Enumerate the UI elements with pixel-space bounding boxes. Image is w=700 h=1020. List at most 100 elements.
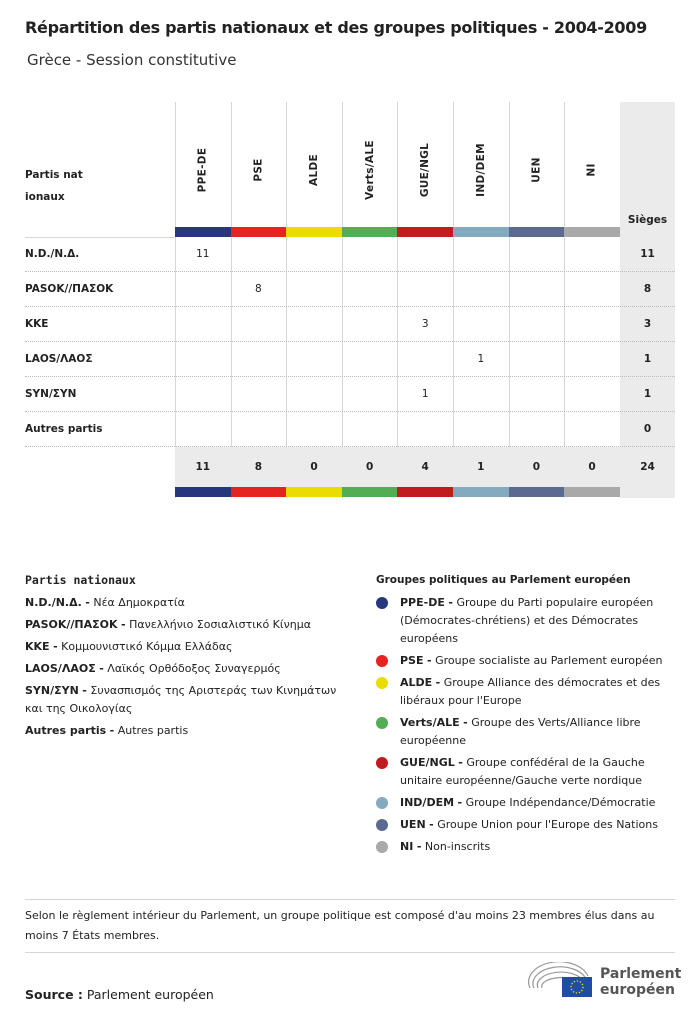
divider (25, 952, 675, 953)
group-header: PPE-DE (175, 102, 231, 237)
party-legend-item: PASOK//ΠΑΣΟΚ - Πανελλήνιο Σοσιαλιστικό Κ… (25, 618, 311, 631)
page-title: Répartition des partis nationaux et des … (25, 18, 647, 37)
total-cell-bg (230, 447, 287, 487)
group-color-bar (508, 487, 565, 497)
group-color-dot (376, 677, 388, 689)
party-name: Λαϊκός Ορθόδοξος Συναγερμός (107, 662, 281, 675)
group-abbr: IND/DEM (400, 796, 455, 809)
group-color-bar (397, 227, 453, 237)
party-label: SYN/ΣΥΝ (25, 388, 77, 400)
group-color-bar (230, 487, 287, 497)
party-abbr: SYN/ΣΥΝ (25, 684, 79, 697)
total-cell-bg (175, 447, 231, 487)
column-divider (230, 102, 232, 498)
group-color-bar (397, 487, 453, 497)
party-name: Νέα Δημοκρατία (93, 596, 185, 609)
row-total: 1 (643, 353, 652, 365)
footnote: Selon le règlement intérieur du Parlemen… (25, 909, 655, 942)
column-divider (286, 102, 288, 498)
divider (25, 899, 675, 900)
group-total: 4 (421, 461, 429, 473)
group-color-bar (286, 227, 342, 237)
header-divider (25, 237, 175, 238)
group-name: Groupe Union pour l'Europe des Nations (437, 818, 658, 831)
group-header: IND/DEM (453, 102, 509, 237)
total-header: Sièges (627, 214, 668, 226)
party-abbr: LAOS/ΛΑΟΣ (25, 662, 96, 675)
group-name: Groupe Alliance des démocrates et des li… (400, 676, 661, 707)
group-total: 0 (532, 461, 541, 473)
column-divider (341, 102, 343, 498)
group-color-dot (376, 597, 388, 609)
group-name: Non-inscrits (424, 840, 491, 853)
group-legend-item: ALDE - Groupe Alliance des démocrates et… (376, 674, 676, 710)
column-divider (175, 102, 176, 498)
group-total: 1 (477, 461, 485, 473)
group-header-label: PSE (252, 157, 265, 182)
party-abbr: KKE (25, 640, 50, 653)
group-color-dot (376, 655, 388, 667)
party-name: Πανελλήνιο Σοσιαλιστικό Κίνημα (129, 618, 311, 631)
group-abbr: UEN (400, 818, 426, 831)
group-name: Groupe socialiste au Parlement européen (435, 654, 663, 667)
source: Source : Parlement européen (25, 987, 214, 1002)
total-cell-bg (341, 447, 398, 487)
legend-parties-title: Partis nationaux (25, 573, 136, 587)
group-abbr: PSE (400, 654, 424, 667)
group-abbr: PPE-DE (400, 596, 445, 609)
group-color-dot (376, 819, 388, 831)
group-total: 0 (588, 461, 596, 473)
group-header-label: Verts/ALE (363, 139, 376, 200)
row-total: 0 (643, 423, 652, 435)
grand-total: 24 (640, 461, 655, 473)
group-color-dot (376, 717, 388, 729)
party-abbr: N.D./Ν.Δ. (25, 596, 82, 609)
seat-value: 1 (477, 353, 485, 365)
group-name: Groupe du Parti populaire européen (Démo… (400, 596, 654, 645)
party-legend-item: LAOS/ΛΑΟΣ - Λαϊκός Ορθόδοξος Συναγερμός (25, 662, 281, 675)
group-legend-item: GUE/NGL - Groupe confédéral de la Gauche… (376, 754, 676, 790)
party-legend-item: Autres partis - Autres partis (25, 724, 189, 737)
party-label: N.D./Ν.Δ. (25, 248, 80, 260)
group-legend-item: PPE-DE - Groupe du Parti populaire europ… (376, 594, 676, 648)
group-abbr: ALDE (400, 676, 433, 689)
logo-text: Parlement européen (600, 966, 682, 998)
group-header: GUE/NGL (397, 102, 453, 237)
party-name: Συνασπισμός της Αριστεράς των Κινημάτων … (25, 684, 337, 715)
group-color-bar (286, 487, 342, 497)
group-abbr: Verts/ALE (400, 716, 460, 729)
party-label: Autres partis (25, 423, 103, 435)
group-header: UEN (509, 102, 565, 237)
group-abbr: GUE/NGL (400, 756, 455, 769)
group-legend-item: PSE - Groupe socialiste au Parlement eur… (376, 652, 676, 670)
group-name: Groupe confédéral de la Gauche unitaire … (400, 756, 645, 787)
total-cell-bg (286, 447, 342, 487)
total-cell-bg (453, 447, 509, 487)
table-row: LAOS/ΛΑΟΣ 1 1 (25, 342, 675, 377)
total-cell-bg (564, 447, 620, 487)
group-header: Verts/ALE (342, 102, 398, 237)
group-legend-item: IND/DEM - Groupe Indépendance/Démocratie (376, 794, 676, 812)
seat-value: 1 (421, 388, 429, 400)
table-row: N.D./Ν.Δ. 11 11 (25, 237, 675, 272)
group-color-dot (376, 841, 388, 853)
total-cell-bg (397, 447, 453, 487)
group-color-bar (564, 227, 620, 237)
group-name: Groupe des Verts/Alliance libre européen… (400, 716, 641, 747)
seat-value: 11 (196, 248, 210, 260)
party-abbr: Autres partis (25, 724, 107, 737)
party-label: KKE (25, 318, 49, 330)
row-total: 1 (643, 388, 652, 400)
group-header-label: IND/DEM (474, 142, 487, 197)
group-color-bar (341, 487, 398, 497)
source-label: Source : (25, 987, 83, 1002)
group-header: NI (564, 102, 620, 237)
row-header: Partis nationaux (25, 169, 83, 203)
seat-value: 8 (255, 283, 262, 295)
table-row: Autres partis 0 (25, 412, 675, 447)
group-color-bar (508, 227, 565, 237)
group-color-bar (453, 227, 509, 237)
group-legend-item: Verts/ALE - Groupe des Verts/Alliance li… (376, 714, 676, 750)
page-subtitle: Grèce - Session constitutive (27, 51, 237, 69)
column-divider (453, 102, 454, 498)
